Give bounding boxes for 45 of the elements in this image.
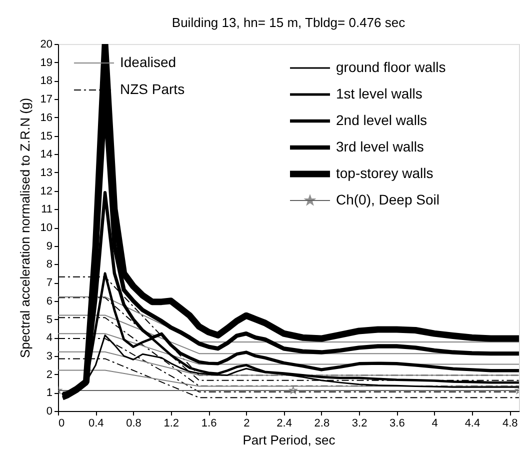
legend-label: top-storey walls (336, 165, 434, 181)
y-tick-label: 20 (40, 38, 52, 50)
y-tick-label: 4 (46, 332, 52, 344)
y-tick-label: 19 (40, 56, 52, 69)
y-tick-label: 15 (40, 130, 52, 142)
legend-label: ground floor walls (336, 59, 446, 75)
y-tick-label: 7 (46, 277, 52, 290)
y-tick-label: 11 (41, 204, 52, 216)
x-tick-label: 4.4 (464, 418, 480, 430)
legend-label: Idealised (120, 54, 176, 70)
y-tick-label: 6 (46, 295, 52, 308)
y-tick-label: 12 (40, 185, 52, 198)
legend-label: NZS Parts (120, 81, 185, 97)
x-tick-label: 2.4 (276, 418, 292, 430)
legend-label: Ch(0), Deep Soil (336, 192, 440, 208)
x-tick-label: 2.8 (314, 418, 330, 430)
legend-label: 2nd level walls (336, 112, 428, 128)
x-tick-label: 3.2 (352, 418, 368, 430)
y-tick-label: 1 (46, 387, 52, 400)
x-tick-label: 3.6 (390, 418, 405, 430)
y-tick-label: 2 (46, 368, 52, 381)
y-axis-title: Spectral acceleration normalised to Z.R.N (g) (17, 98, 32, 358)
y-tick-label: 17 (40, 94, 52, 106)
x-axis-title: Part Period, sec (242, 432, 336, 448)
y-tick-label: 13 (40, 166, 52, 179)
y-tick-label: 0 (46, 406, 52, 418)
y-tick-label: 8 (46, 258, 52, 271)
y-tick-label: 3 (46, 350, 52, 362)
y-tick-label: 14 (40, 148, 52, 161)
x-tick-label: 2 (244, 418, 250, 430)
x-tick-label: 0 (58, 418, 65, 430)
legend-label: 1st level walls (336, 86, 422, 102)
x-tick-label: 4.8 (502, 418, 518, 430)
x-tick-label: 1.6 (201, 418, 217, 430)
legend-label: 3rd level walls (336, 138, 424, 154)
y-tick-label: 10 (40, 222, 52, 234)
y-tick-label: 5 (46, 314, 52, 326)
x-tick-label: 0.8 (126, 418, 142, 430)
y-tick-label: 16 (40, 112, 52, 124)
y-tick-label: 9 (46, 240, 52, 252)
chart-title: Building 13, hn= 15 m, Tbldg= 0.476 sec (172, 15, 406, 30)
x-tick-label: 4 (432, 418, 438, 430)
x-tick-label: 1.2 (164, 418, 180, 430)
x-tick-label: 0.4 (88, 418, 104, 430)
y-tick-label: 18 (40, 75, 52, 88)
